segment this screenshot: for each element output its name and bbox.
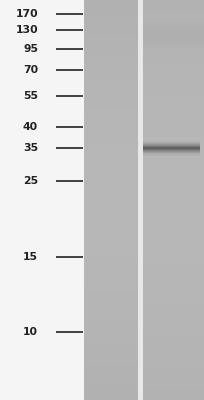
Text: 10: 10 <box>23 327 38 337</box>
Text: 15: 15 <box>23 252 38 262</box>
Text: 40: 40 <box>23 122 38 132</box>
Text: 170: 170 <box>15 9 38 19</box>
Text: 130: 130 <box>15 25 38 35</box>
Text: 35: 35 <box>23 143 38 153</box>
Text: 25: 25 <box>23 176 38 186</box>
Text: 55: 55 <box>23 91 38 101</box>
Text: 95: 95 <box>23 44 38 54</box>
Text: 70: 70 <box>23 65 38 75</box>
